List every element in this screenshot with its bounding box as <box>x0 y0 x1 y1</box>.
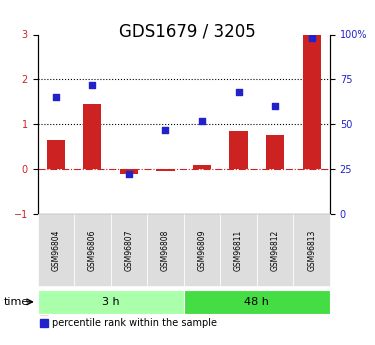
Legend: log ratio, percentile rank within the sample: log ratio, percentile rank within the sa… <box>36 302 221 332</box>
Text: GSM96807: GSM96807 <box>124 229 134 271</box>
Point <box>309 35 315 41</box>
Bar <box>266 136 284 169</box>
Text: 48 h: 48 h <box>244 297 269 307</box>
Text: GSM96806: GSM96806 <box>88 229 97 271</box>
Text: time: time <box>4 297 29 307</box>
Text: GSM96811: GSM96811 <box>234 229 243 271</box>
Point <box>126 172 132 177</box>
Point <box>236 89 242 95</box>
Bar <box>120 169 138 174</box>
Text: GSM96812: GSM96812 <box>271 229 280 271</box>
Bar <box>193 165 211 169</box>
Point <box>89 82 95 88</box>
Bar <box>83 104 102 169</box>
Text: GSM96809: GSM96809 <box>198 229 207 271</box>
Point <box>53 95 59 100</box>
Text: 3 h: 3 h <box>102 297 119 307</box>
Text: GSM96813: GSM96813 <box>307 229 316 271</box>
Text: GSM96808: GSM96808 <box>161 229 170 271</box>
Bar <box>46 140 65 169</box>
Text: GSM96804: GSM96804 <box>51 229 60 271</box>
Text: GDS1679 / 3205: GDS1679 / 3205 <box>119 22 256 40</box>
Bar <box>303 34 321 169</box>
Point <box>162 127 168 132</box>
Point <box>199 118 205 124</box>
Bar <box>230 131 248 169</box>
Bar <box>156 169 175 171</box>
Point <box>272 104 278 109</box>
